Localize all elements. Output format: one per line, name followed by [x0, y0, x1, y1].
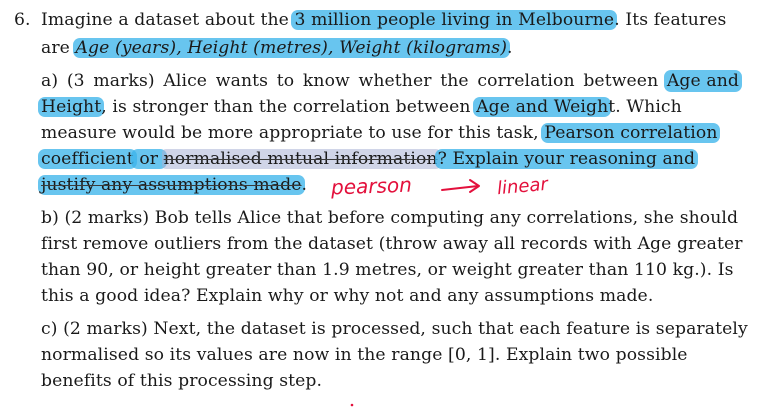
- word: know: [302, 71, 350, 91]
- text: t. Which: [608, 97, 682, 117]
- word: between: [583, 71, 659, 91]
- highlight-features: Age (years), Height (metres), Weight (ki…: [72, 38, 510, 58]
- handwritten-pearson: pearson: [330, 172, 413, 200]
- arrow-icon: [441, 185, 479, 191]
- highlight-pearson: Pearson correlation: [541, 123, 721, 143]
- part-a-line-1: a) (3 marks) Alice wants to know whether…: [41, 70, 742, 92]
- arrow-head-icon: [469, 179, 480, 193]
- word: Alice: [163, 71, 208, 91]
- part-c-line-3: benefits of this processing step.: [41, 371, 323, 391]
- word: (3: [66, 71, 85, 91]
- intro-line-1: Imagine a dataset about the 3 million pe…: [41, 9, 726, 31]
- highlight-height: Height: [38, 97, 105, 117]
- part-b-line-1: b) (2 marks) Bob tells Alice that before…: [41, 208, 739, 228]
- part-a-line-3: measure would be more appropriate to use…: [41, 122, 721, 144]
- intro-text: . Its features: [614, 10, 727, 30]
- intro-text: .: [507, 38, 513, 58]
- part-b-line-4: this a good idea? Explain why or why not…: [41, 286, 654, 306]
- word: to: [276, 71, 295, 91]
- ink-dot-icon: [350, 403, 354, 407]
- part-a-line-4: coefficient or normalised mutual informa…: [38, 148, 699, 170]
- intro-text: Imagine a dataset about the: [41, 10, 295, 30]
- intro-line-2: are Age (years), Height (metres), Weight…: [41, 37, 513, 59]
- word: the: [440, 71, 469, 91]
- highlight-coefficient: coefficient: [38, 149, 137, 169]
- intro-text: are: [41, 38, 76, 58]
- part-b-line-2: first remove outliers from the dataset (…: [41, 234, 743, 254]
- highlight-age-and: Age and: [663, 70, 742, 92]
- highlight-age-weight: Age and Weigh: [473, 97, 612, 117]
- word: whether: [358, 71, 432, 91]
- highlight-nmi: normalised mutual information: [161, 149, 440, 169]
- part-a-line-5: justify any assumptions made.: [38, 174, 308, 196]
- part-c-line-1: c) (2 marks) Next, the dataset is proces…: [41, 319, 748, 339]
- part-c-line-2: normalised so its values are now in the …: [41, 345, 688, 365]
- highlight-or: or: [130, 149, 167, 169]
- word: correlation: [477, 71, 575, 91]
- question-number: 6.: [14, 10, 31, 30]
- word: wants: [215, 71, 269, 91]
- word: marks): [93, 71, 155, 91]
- highlight-justify: justify any assumptions made: [38, 175, 305, 195]
- text: .: [301, 175, 308, 195]
- part-a-line-2: Height, is stronger than the correlation…: [38, 96, 682, 118]
- handwritten-linear: linear: [496, 173, 549, 200]
- text: measure would be more appropriate to use…: [41, 123, 545, 143]
- highlight-explain: ? Explain your reasoning and: [434, 149, 699, 169]
- part-b-line-3: than 90, or height greater than 1.9 metr…: [41, 260, 734, 280]
- word: a): [41, 71, 59, 91]
- text: , is stronger than the correlation betwe…: [101, 97, 477, 117]
- highlight-population: 3 million people living in Melbourne: [291, 10, 618, 30]
